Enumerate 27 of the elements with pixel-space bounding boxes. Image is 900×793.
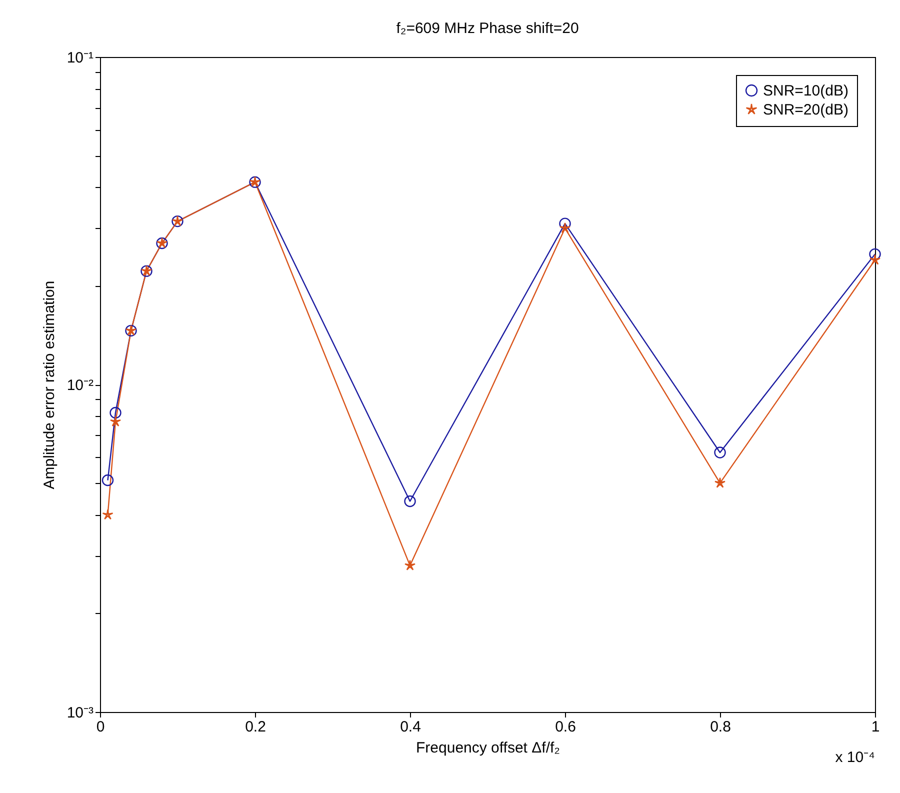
point <box>559 222 571 234</box>
y-tick-label: 10⁻² <box>66 377 94 394</box>
point <box>102 508 114 520</box>
point <box>869 254 881 265</box>
point <box>404 495 416 508</box>
point <box>714 477 726 488</box>
point <box>559 218 571 230</box>
point <box>110 416 122 427</box>
legend-label: SNR=20(dB) <box>763 102 848 118</box>
x-tick-label: 0.8 <box>710 718 731 736</box>
x-tick-label: 0 <box>96 718 105 736</box>
x-tick-label: 0.4 <box>400 718 421 736</box>
legend-label: SNR=10(dB) <box>763 82 848 100</box>
text: x 10⁻⁴ <box>835 749 875 766</box>
point <box>102 474 114 486</box>
chart-title: f₂=609 MHz Phase shift=20 <box>396 20 579 37</box>
point <box>714 446 726 458</box>
point <box>869 248 881 260</box>
x-tick-label: 0.6 <box>555 718 576 736</box>
y-tick-label: 10⁻³ <box>66 704 94 722</box>
point <box>404 560 416 570</box>
y-tick-label: 10⁻¹ <box>66 50 94 66</box>
x-axis-title: Frequency offset Δf/f₂ <box>416 740 560 756</box>
x-tick-label: 1 <box>871 718 880 736</box>
y-axis-title: Amplitude error ratio estimation <box>40 280 58 490</box>
x-tick-label: 0.2 <box>245 718 266 736</box>
point <box>110 406 122 419</box>
